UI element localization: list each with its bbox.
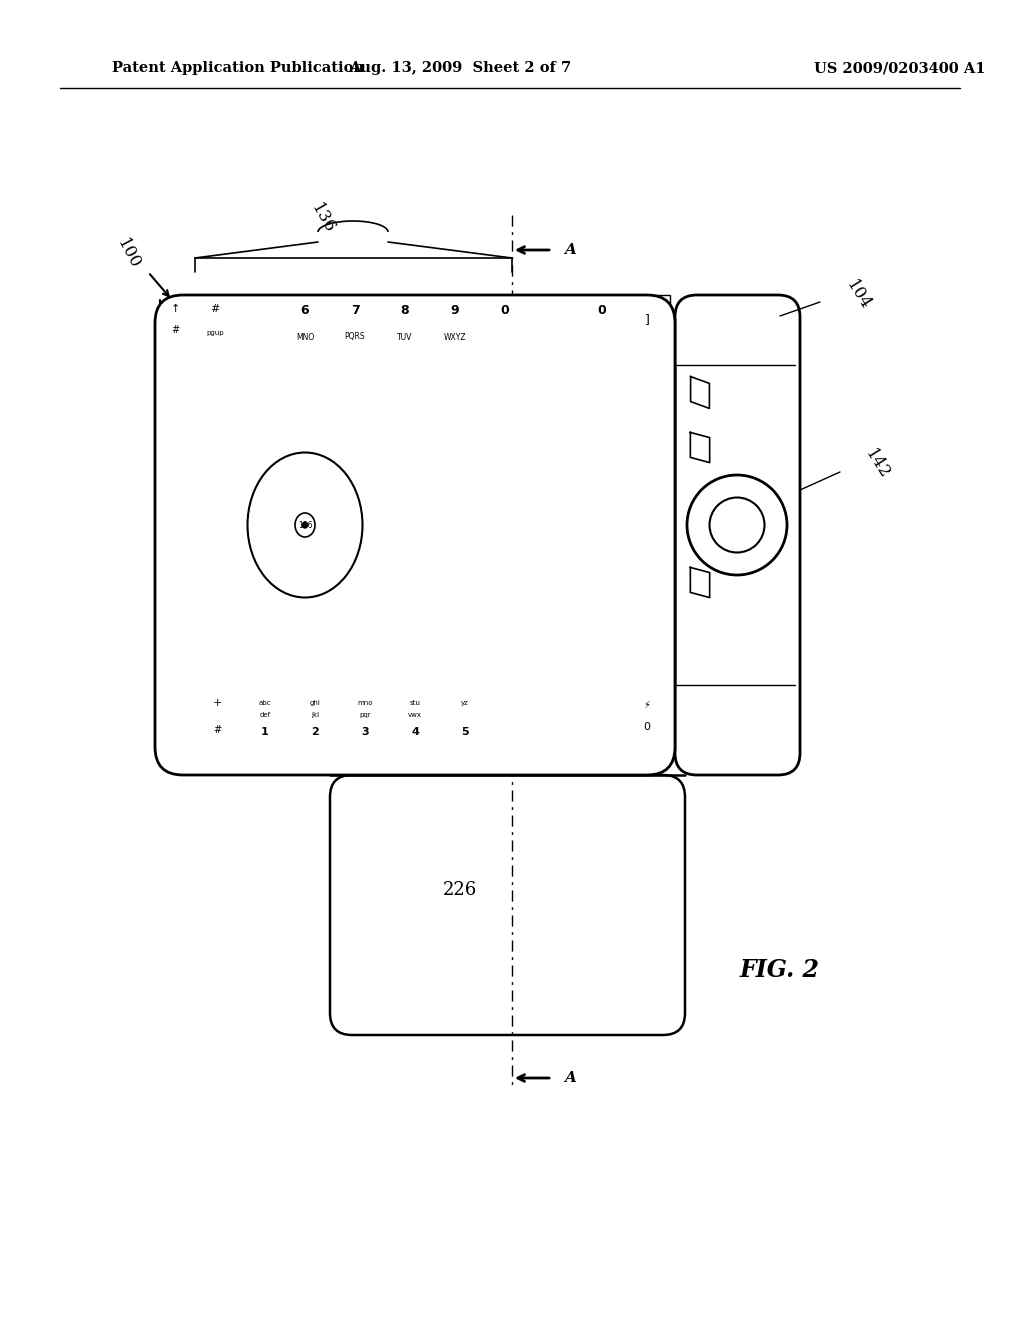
- FancyBboxPatch shape: [330, 775, 685, 1035]
- Bar: [580, 294, 625, 366]
- Bar: [240, 685, 290, 755]
- Text: 104: 104: [843, 277, 874, 313]
- Text: #: #: [213, 725, 221, 735]
- Text: 106: 106: [298, 520, 312, 529]
- Bar: [430, 294, 480, 366]
- Bar: [280, 294, 330, 366]
- Text: abc: abc: [259, 700, 271, 706]
- Text: 226: 226: [442, 880, 477, 899]
- Bar: [390, 685, 440, 755]
- Text: TUV: TUV: [397, 333, 413, 342]
- Text: 0: 0: [501, 304, 509, 317]
- Ellipse shape: [248, 453, 362, 598]
- Text: #: #: [210, 304, 220, 314]
- Bar: [440, 685, 490, 755]
- Ellipse shape: [302, 521, 307, 528]
- Bar: [530, 294, 580, 366]
- Text: 0: 0: [598, 304, 606, 317]
- Text: 142: 142: [862, 446, 893, 482]
- Text: def: def: [259, 711, 270, 718]
- Text: pgup: pgup: [206, 330, 224, 337]
- Text: 4: 4: [411, 727, 419, 737]
- Bar: [535, 685, 580, 755]
- Text: mno: mno: [357, 700, 373, 706]
- Text: Patent Application Publication: Patent Application Publication: [112, 61, 364, 75]
- Bar: [625, 685, 670, 755]
- Text: 100: 100: [113, 236, 143, 272]
- Bar: [580, 685, 625, 755]
- Text: ghi: ghi: [309, 700, 321, 706]
- Text: 7: 7: [350, 304, 359, 317]
- Text: jkl: jkl: [311, 711, 319, 718]
- Text: stu: stu: [410, 700, 421, 706]
- Text: 9: 9: [451, 304, 460, 317]
- Text: ↑: ↑: [170, 304, 179, 314]
- FancyBboxPatch shape: [675, 294, 800, 775]
- Text: A: A: [564, 1071, 575, 1085]
- Text: 6: 6: [301, 304, 309, 317]
- Text: PQRS: PQRS: [345, 333, 366, 342]
- Text: 136: 136: [307, 201, 338, 236]
- Text: pqr: pqr: [359, 711, 371, 718]
- Text: 2: 2: [311, 727, 318, 737]
- Text: 3: 3: [361, 727, 369, 737]
- Bar: [480, 294, 530, 366]
- Ellipse shape: [295, 513, 315, 537]
- Text: MNO: MNO: [296, 333, 314, 342]
- Text: 0: 0: [643, 722, 650, 733]
- Text: Aug. 13, 2009  Sheet 2 of 7: Aug. 13, 2009 Sheet 2 of 7: [349, 61, 571, 75]
- Text: vwx: vwx: [408, 711, 422, 718]
- Ellipse shape: [710, 498, 765, 553]
- Bar: [490, 685, 535, 755]
- Bar: [195, 294, 234, 366]
- Text: 5: 5: [461, 727, 469, 737]
- Text: US 2009/0203400 A1: US 2009/0203400 A1: [814, 61, 986, 75]
- Bar: [234, 294, 280, 366]
- Bar: [340, 685, 390, 755]
- Bar: [380, 294, 430, 366]
- Bar: [330, 294, 380, 366]
- Text: #: #: [171, 325, 179, 335]
- Text: +: +: [212, 698, 221, 708]
- Text: ⚡: ⚡: [643, 700, 650, 710]
- FancyBboxPatch shape: [155, 294, 675, 775]
- Ellipse shape: [687, 475, 787, 576]
- Text: FIG. 2: FIG. 2: [740, 958, 820, 982]
- Text: 8: 8: [400, 304, 410, 317]
- Text: WXYZ: WXYZ: [443, 333, 466, 342]
- Text: ]: ]: [644, 314, 649, 326]
- Bar: [195, 685, 240, 755]
- Text: A: A: [564, 243, 575, 257]
- Text: 1: 1: [261, 727, 269, 737]
- Text: yz: yz: [461, 700, 469, 706]
- Bar: [290, 685, 340, 755]
- Bar: [195, 366, 670, 685]
- Bar: [625, 294, 670, 366]
